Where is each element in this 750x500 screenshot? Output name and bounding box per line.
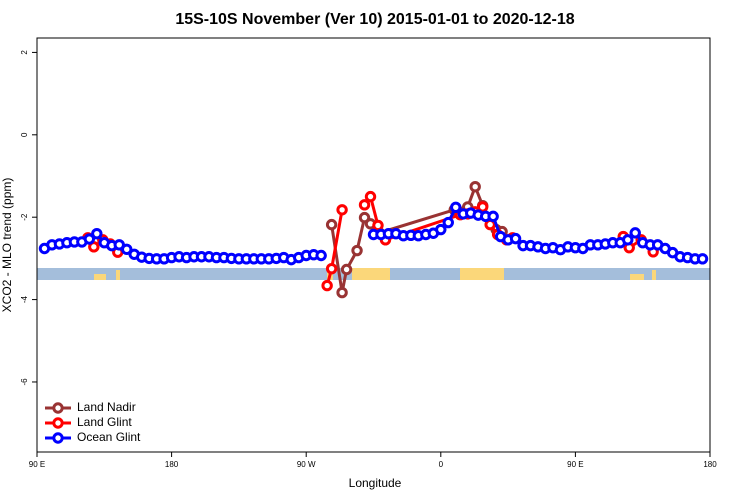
legend-marker [52,417,64,429]
legend-label: Land Nadir [77,400,136,414]
data-point [696,253,709,265]
data-point [629,227,641,239]
x-tick-label: 180 [165,460,179,469]
data-point [325,262,338,275]
data-point [487,210,499,223]
land-patch [460,268,504,280]
y-tick-label: 2 [20,50,29,55]
land-patch [630,274,644,280]
x-tick-label: 90 E [29,460,45,469]
data-point [358,199,371,211]
data-point [83,233,96,245]
x-tick-label: 180 [703,460,717,469]
x-tick-label: 0 [439,460,444,469]
data-point [321,279,333,292]
chart-title: 15S-10S November (Ver 10) 2015-01-01 to … [175,11,574,28]
data-point [336,286,348,299]
legend-label: Ocean Glint [77,430,141,444]
data-point [450,201,462,214]
legend-label: Land Glint [77,415,132,429]
y-tick-label: -2 [20,213,29,221]
x-axis-label: Longitude [349,476,402,490]
data-point [442,216,454,229]
data-point [509,232,522,245]
legend-marker [52,432,64,444]
land-patch [652,270,656,280]
data-point [372,219,384,232]
y-tick-label: -6 [20,378,29,386]
y-axis-label: XCO2 - MLO trend (ppm) [0,178,14,313]
data-point [121,243,133,256]
data-point [622,234,634,246]
data-point [351,244,363,257]
data-point [435,223,447,236]
plot-frame [36,37,711,453]
y-tick-label: -4 [20,295,29,303]
data-point [91,227,103,240]
y-tick-label: 0 [20,132,29,137]
data-point [364,190,377,203]
data-point [476,201,489,213]
x-tick-label: 90 W [297,460,316,469]
data-point [88,241,100,253]
land-patch [94,274,106,280]
land-mask [37,268,710,280]
x-tick-label: 90 E [567,460,583,469]
land-patch [352,268,390,280]
data-point [325,218,338,231]
data-point [469,181,481,193]
legend-marker [52,402,64,414]
data-point [315,249,327,262]
land-patch [116,270,120,280]
data-point [336,204,348,216]
data-point [340,263,353,276]
